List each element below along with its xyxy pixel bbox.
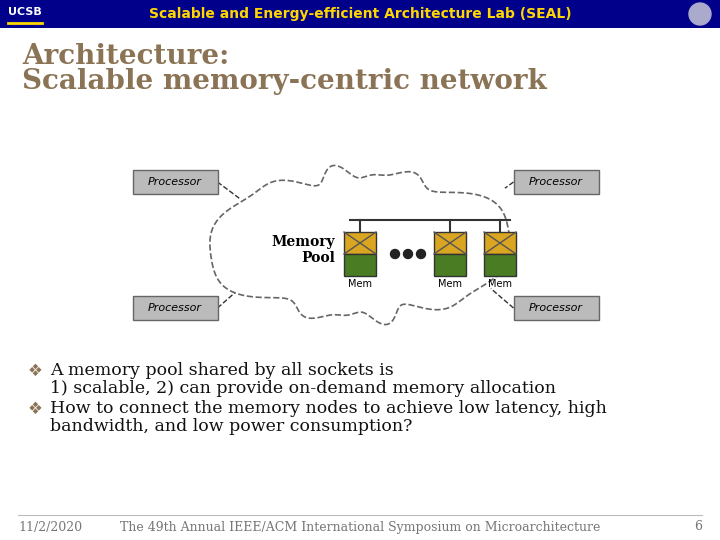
Bar: [344, 254, 376, 276]
Circle shape: [213, 200, 297, 284]
Bar: [434, 232, 466, 254]
Text: Processor: Processor: [529, 303, 583, 313]
Text: ❖: ❖: [28, 362, 43, 380]
Text: Mem: Mem: [348, 279, 372, 289]
Text: A memory pool shared by all sockets is: A memory pool shared by all sockets is: [50, 362, 394, 379]
Text: Architecture:: Architecture:: [22, 43, 229, 70]
Circle shape: [352, 232, 448, 328]
Bar: [0, 0, 720, 28]
Text: 6: 6: [694, 521, 702, 534]
Bar: [513, 296, 598, 320]
Bar: [344, 232, 376, 254]
Text: Processor: Processor: [529, 177, 583, 187]
Text: Scalable memory-centric network: Scalable memory-centric network: [22, 68, 546, 95]
Text: Memory
Pool: Memory Pool: [271, 235, 335, 265]
Circle shape: [406, 228, 494, 316]
Bar: [484, 232, 516, 254]
Circle shape: [462, 204, 538, 280]
Bar: [132, 296, 217, 320]
Text: ❖: ❖: [28, 400, 43, 418]
Circle shape: [235, 165, 345, 275]
Circle shape: [300, 232, 400, 332]
Circle shape: [689, 3, 711, 25]
Circle shape: [338, 150, 442, 254]
Text: The 49th Annual IEEE/ACM International Symposium on Microarchitecture: The 49th Annual IEEE/ACM International S…: [120, 521, 600, 534]
Ellipse shape: [220, 185, 500, 305]
Text: Processor: Processor: [148, 177, 202, 187]
Circle shape: [403, 249, 413, 259]
Bar: [132, 170, 217, 194]
Text: 11/2/2020: 11/2/2020: [18, 521, 82, 534]
Polygon shape: [210, 165, 510, 325]
Circle shape: [392, 162, 488, 258]
Circle shape: [438, 180, 522, 264]
Text: Mem: Mem: [438, 279, 462, 289]
Text: Mem: Mem: [488, 279, 512, 289]
Circle shape: [390, 249, 400, 259]
Circle shape: [290, 155, 390, 255]
Text: How to connect the memory nodes to achieve low latency, high: How to connect the memory nodes to achie…: [50, 400, 607, 417]
Text: Processor: Processor: [148, 303, 202, 313]
Text: UCSB: UCSB: [8, 7, 42, 17]
Circle shape: [255, 225, 345, 315]
Circle shape: [416, 249, 426, 259]
Text: 1) scalable, 2) can provide on-demand memory allocation: 1) scalable, 2) can provide on-demand me…: [50, 380, 556, 397]
Bar: [434, 254, 466, 276]
Text: bandwidth, and low power consumption?: bandwidth, and low power consumption?: [50, 418, 413, 435]
Bar: [513, 170, 598, 194]
Bar: [484, 254, 516, 276]
Text: Scalable and Energy-efficient Architecture Lab (SEAL): Scalable and Energy-efficient Architectu…: [149, 7, 571, 21]
